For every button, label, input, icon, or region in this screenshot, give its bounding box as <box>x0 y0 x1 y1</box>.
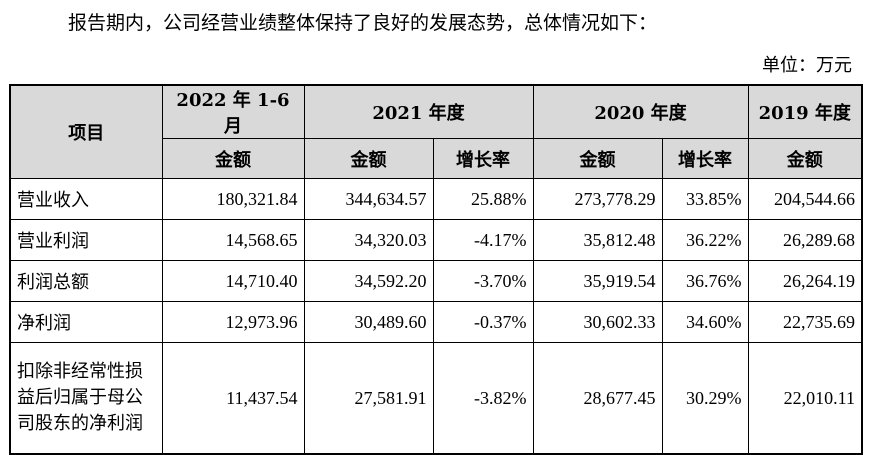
table-cell: 36.76% <box>661 260 749 302</box>
table-cell: -3.82% <box>432 342 534 455</box>
table-cell: 14,710.40 <box>161 260 305 302</box>
row-label: 营业收入 <box>9 178 163 220</box>
period-header-2022h1: 2022 年 1-6 月 <box>161 84 305 139</box>
sub-header-amount: 金额 <box>532 138 663 179</box>
table-cell: 273,778.29 <box>532 178 663 220</box>
table-row: 扣除非经常性损益后归属于母公司股东的净利润 11,437.54 27,581.91-… <box>9 342 863 455</box>
row-label: 营业利润 <box>9 219 163 261</box>
table-cell: -0.37% <box>432 301 534 343</box>
table-cell: 25.88% <box>432 178 534 220</box>
table-cell: 22,010.11 <box>747 342 863 455</box>
table-row: 营业收入 180,321.84 344,634.57 25.88% 273,778.29… <box>9 178 863 220</box>
financial-table: 项目 2022 年 1-6 月 2021 年度 2020 年度 2019 年度 … <box>9 84 863 455</box>
period-header-2020: 2020 年度 <box>532 84 749 139</box>
sub-header-amount: 金额 <box>161 138 305 179</box>
table-cell: 30.29% <box>661 342 749 455</box>
table-cell: -3.70% <box>432 260 534 302</box>
period-header-2019: 2019 年度 <box>747 84 863 139</box>
sub-header-growth: 增长率 <box>432 138 534 179</box>
sub-header-growth: 增长率 <box>661 138 749 179</box>
table-cell: 204,544.66 <box>747 178 863 220</box>
table-row: 净利润 12,973.96 30,489.60 -0.37% 30,602.33 34.6… <box>9 301 863 343</box>
table-cell: 34,320.03 <box>303 219 434 261</box>
table-cell: 34.60% <box>661 301 749 343</box>
table-cell: 12,973.96 <box>161 301 305 343</box>
table-cell: 11,437.54 <box>161 342 305 455</box>
table-cell: 35,812.48 <box>532 219 663 261</box>
table-cell: 27,581.91 <box>303 342 434 455</box>
table-cell: 28,677.45 <box>532 342 663 455</box>
sub-header-amount: 金额 <box>747 138 863 179</box>
table-cell: 26,264.19 <box>747 260 863 302</box>
table-cell: 14,568.65 <box>161 219 305 261</box>
table-cell: -4.17% <box>432 219 534 261</box>
period-header-2021: 2021 年度 <box>303 84 534 139</box>
item-header: 项目 <box>9 84 163 179</box>
unit-label: 单位：万元 <box>762 55 852 76</box>
table-cell: 180,321.84 <box>161 178 305 220</box>
table-cell: 30,489.60 <box>303 301 434 343</box>
intro-text: 报告期内，公司经营业绩整体保持了良好的发展态势，总体情况如下： <box>68 12 658 34</box>
table-cell: 26,289.68 <box>747 219 863 261</box>
table-row: 营业利润 14,568.65 34,320.03 -4.17% 35,812.48 36.… <box>9 219 863 261</box>
table-cell: 22,735.69 <box>747 301 863 343</box>
table-cell: 35,919.54 <box>532 260 663 302</box>
row-label: 利润总额 <box>9 260 163 302</box>
table-cell: 344,634.57 <box>303 178 434 220</box>
table-cell: 36.22% <box>661 219 749 261</box>
row-label: 净利润 <box>9 301 163 343</box>
sub-header-amount: 金额 <box>303 138 434 179</box>
row-label: 扣除非经常性损益后归属于母公司股东的净利润 <box>9 342 163 455</box>
table-cell: 30,602.33 <box>532 301 663 343</box>
table-cell: 34,592.20 <box>303 260 434 302</box>
table-row: 利润总额 14,710.40 34,592.20 -3.70% 35,919.54 36.… <box>9 260 863 302</box>
table-cell: 33.85% <box>661 178 749 220</box>
